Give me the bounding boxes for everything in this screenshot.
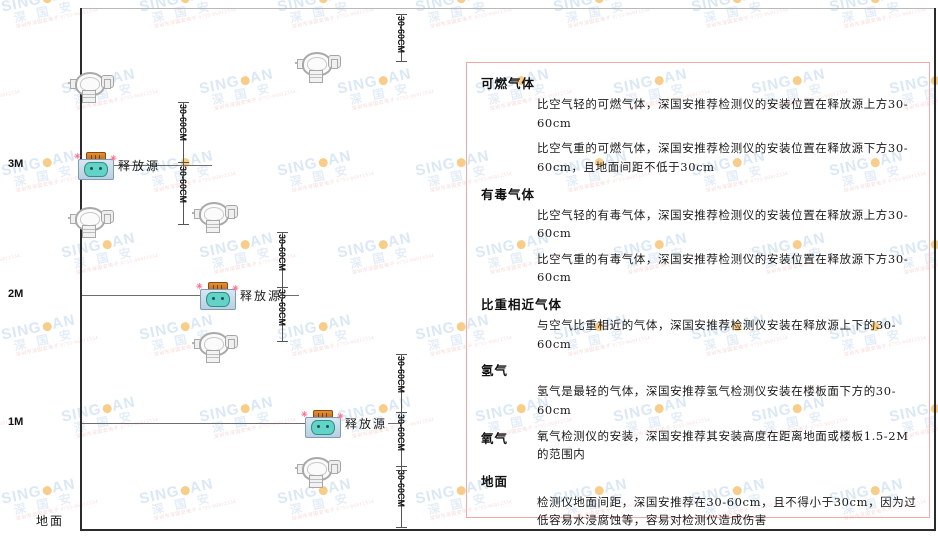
gas-detector-icon [295, 455, 341, 488]
panel-section: 氢气氢气是最轻的气体，深国安推荐氢气检测仪安装在楼板面下方的30-60cm [481, 360, 919, 419]
panel-section: 比重相近气体与空气比重相近的气体，深国安推荐检测仪安装在释放源上下的30-60c… [481, 294, 919, 353]
panel-section: 可燃气体 比空气轻的可燃气体，深国安推荐检测仪的安装位置在释放源上方30-60cm… [481, 73, 919, 177]
level-line-2m [82, 295, 207, 296]
spark-icon: ✳ [232, 284, 239, 293]
panel-section-heading: 地面 [481, 473, 509, 489]
panel-section-text: 比空气轻的可燃气体，深国安推荐检测仪的安装位置在释放源上方30-60cm [537, 97, 909, 130]
release-source-icon [200, 282, 236, 310]
release-source-icon [305, 410, 341, 438]
spark-icon: ✳ [337, 412, 344, 421]
level-label-2m: 2M [8, 288, 24, 300]
dimension-label: 30-60CM [277, 234, 287, 272]
frame-top-edge [80, 8, 936, 9]
dimension-label: 30-60CM [396, 356, 406, 394]
release-source-label: 释放源 [345, 417, 388, 431]
gas-detector-icon [192, 330, 238, 363]
gas-detector-icon [68, 205, 114, 238]
leader-line [388, 423, 402, 424]
frame-bottom-edge [80, 529, 936, 531]
dimension-label: 30-60CM [396, 414, 406, 452]
panel-section-text: 氧气检测仪的安装，深国安推荐其安装高度在距离地面或楼板1.5-2M的范围内 [537, 428, 909, 462]
gas-detector-icon [68, 70, 114, 103]
gas-detector-icon [192, 200, 238, 233]
panel-section: 氧气 氧气检测仪的安装，深国安推荐其安装高度在距离地面或楼板1.5-2M的范围内 [481, 427, 919, 464]
level-label-1m: 1M [8, 416, 24, 428]
release-source-label: 释放源 [240, 289, 283, 303]
gas-detector-icon [295, 50, 341, 83]
panel-section-heading: 氢气 [481, 363, 509, 379]
dimension-label: 30-60CM [396, 16, 406, 54]
dimension-label: 30-60CM [396, 470, 406, 508]
panel-section: 有毒气体 比空气轻的有毒气体，深国安推荐检测仪的安装位置在释放源上方30-60cm… [481, 184, 919, 288]
leader-line [283, 295, 299, 296]
recommendation-panel: 可燃气体 比空气轻的可燃气体，深国安推荐检测仪的安装位置在释放源上方30-60cm… [466, 62, 930, 527]
panel-section-heading: 有毒气体 [481, 186, 536, 202]
spark-icon: ✳ [74, 152, 81, 161]
frame-left-edge [80, 8, 82, 531]
panel-section: 地面检测仪地面间距，深国安推荐在30-60cm，且不得小于30cm，因为过低容易… [481, 471, 919, 530]
dimension-label: 30-60CM [178, 166, 188, 204]
level-line-1m [82, 423, 312, 424]
panel-section-text: 比空气重的可燃气体，深国安推荐检测仪的安装位置在释放源下方30-60cm，且地面… [537, 141, 909, 174]
frame-right-edge [934, 8, 936, 531]
panel-section-text: 比空气重的有毒气体，深国安推荐检测仪的安装位置在释放源下方30-60cm [537, 251, 909, 285]
level-label-3m: 3M [8, 158, 24, 170]
spark-icon: ✳ [196, 282, 203, 291]
panel-section-heading: 可燃气体 [481, 76, 536, 91]
ground-label: 地面 [36, 514, 65, 528]
panel-section-text: 比空气轻的有毒气体，深国安推荐检测仪的安装位置在释放源上方30-60cm [537, 207, 909, 241]
level-line-3m [82, 165, 212, 166]
panel-section-text: 氢气是最轻的气体，深国安推荐氢气检测仪安装在楼板面下方的30-60cm [537, 384, 897, 417]
panel-section-text: 与空气比重相近的气体，深国安推荐检测仪安装在释放源上下的30-60cm [537, 318, 897, 351]
panel-section-heading: 氧气 [481, 430, 509, 446]
release-source-label: 释放源 [118, 159, 161, 173]
panel-section-heading: 比重相近气体 [481, 297, 563, 312]
panel-section-text: 检测仪地面间距，深国安推荐在30-60cm，且不得小于30cm，因为过低容易水浸… [537, 494, 917, 528]
release-source-icon [78, 152, 114, 180]
spark-icon: ✳ [110, 154, 117, 163]
dimension-label: 30-60CM [178, 104, 188, 142]
spark-icon: ✳ [301, 410, 308, 419]
